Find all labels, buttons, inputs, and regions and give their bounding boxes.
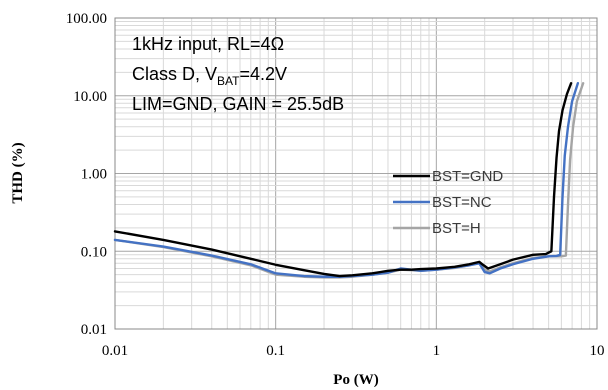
y-axis-title: THD (%) [10,142,26,203]
x-tick-label: 10 [590,343,605,359]
y-tick-label: 0.10 [81,244,107,260]
annotation-line-3: LIM=GND, GAIN = 25.5dB [132,94,344,114]
legend-label-bst-gnd: BST=GND [432,168,503,185]
annotation-line-2-subscript: BAT [217,74,240,88]
x-tick-label: 0.1 [266,343,285,359]
x-axis-title: Po (W) [333,372,378,388]
annotation-line-2-prefix: Class D, V [132,64,217,84]
series-layer [113,82,585,279]
x-tick-label: 0.01 [102,343,128,359]
tick-labels: 0.01 0.10 1.00 10.00 100.00 0.01 0.1 1 10 [66,11,605,359]
y-tick-label: 1.00 [81,167,107,183]
plot-frame [114,17,598,330]
y-tick-label: 0.01 [81,322,107,338]
annotation-line-1: 1kHz input, RL=4Ω [132,34,284,54]
x-tick-label: 1 [433,343,441,359]
annotation-line-2-suffix: =4.2V [239,64,287,84]
legend-label-bst-h: BST=H [432,220,481,237]
y-tick-label: 100.00 [66,11,107,27]
legend: BST=GND BST=NC BST=H [393,168,503,237]
series-line-bst-gnd [113,82,573,278]
annotation-line-2: Class D, VBAT=4.2V [132,64,287,88]
legend-label-bst-nc: BST=NC [432,194,492,211]
y-tick-label: 10.00 [73,89,107,105]
annotation-box: 1kHz input, RL=4Ω Class D, VBAT=4.2V LIM… [132,34,344,114]
